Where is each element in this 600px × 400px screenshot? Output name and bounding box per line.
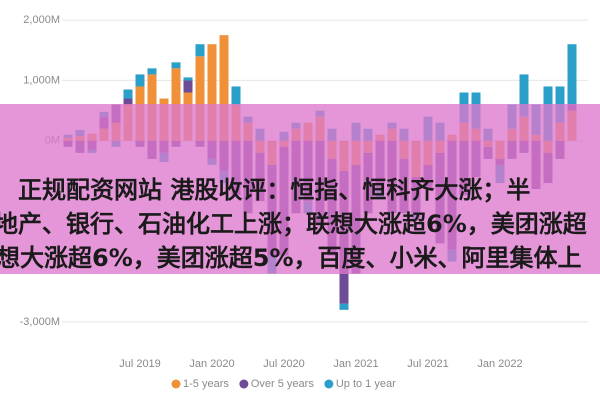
bar-segment	[195, 44, 205, 57]
legend-label: Over 5 years	[251, 378, 314, 390]
legend-swatch	[324, 379, 334, 389]
bar-segment	[135, 74, 145, 87]
x-tick-label: Jul 2019	[119, 358, 161, 370]
legend-label: 1-5 years	[183, 378, 229, 390]
bar-segment	[123, 98, 133, 105]
x-tick-label: Jul 2020	[263, 358, 305, 370]
headline-line: 正规配资网站 港股收评：恒指、恒科齐大涨；半	[18, 176, 531, 204]
legend-label: Up to 1 year	[336, 378, 396, 390]
bar-segment	[231, 86, 241, 105]
x-tick-label: Jul 2021	[407, 358, 449, 370]
headline-line: 地产、银行、石油化工上涨；联想大涨超6%，美团涨超	[0, 210, 587, 238]
bar-segment	[171, 62, 181, 69]
y-tick-label: 1,000M	[23, 74, 60, 86]
bar-segment	[519, 74, 529, 117]
bar-segment	[183, 80, 193, 93]
bar-segment	[339, 303, 349, 310]
legend-swatch	[171, 379, 181, 389]
legend-swatch	[239, 379, 249, 389]
x-tick-label: Jan 2022	[477, 358, 522, 370]
bar-segment	[147, 68, 157, 75]
headline-banner: 正规配资网站 港股收评：恒指、恒科齐大涨；半 地产、银行、石油化工上涨；联想大涨…	[0, 104, 600, 274]
x-tick-label: Jan 2021	[333, 358, 378, 370]
bar-segment	[207, 44, 217, 141]
bar-segment	[195, 56, 205, 141]
x-tick-label: Jan 2020	[189, 358, 234, 370]
y-tick-label: -3,000M	[20, 316, 60, 328]
bar-segment	[567, 44, 577, 105]
bar-segment	[219, 35, 229, 141]
y-tick-label: 2,000M	[23, 14, 60, 26]
headline-line: 想大涨超6%，美团涨超5%，百度、小米、阿里集体上	[0, 244, 582, 272]
bar-segment	[183, 77, 193, 81]
bar-segment	[123, 89, 133, 99]
